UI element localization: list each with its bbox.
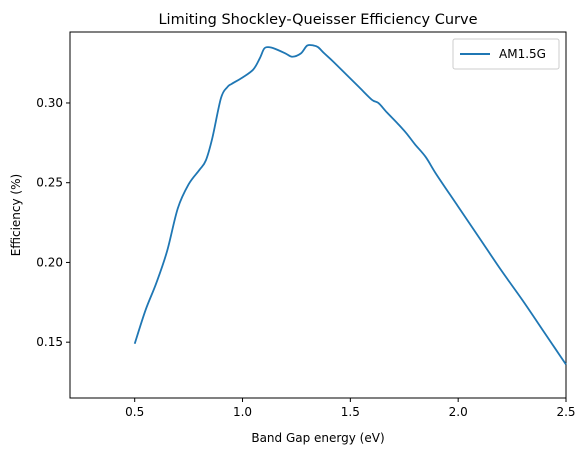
x-axis: 0.5 1.0 1.5 2.0 2.5 (125, 398, 576, 419)
x-tick-label: 1.0 (233, 405, 252, 419)
y-tick-label: 0.25 (36, 176, 63, 190)
legend: AM1.5G (452, 38, 560, 70)
chart-title: Limiting Shockley-Queisser Efficiency Cu… (158, 12, 477, 28)
y-tick-label: 0.15 (36, 335, 63, 349)
y-axis: 0.15 0.20 0.25 0.30 (36, 96, 70, 349)
y-axis-label: Efficiency (%) (9, 174, 23, 256)
x-tick-label: 2.0 (449, 405, 468, 419)
x-axis-label: Band Gap energy (eV) (251, 431, 384, 445)
series-line-0 (133, 44, 567, 366)
series-layer (133, 44, 567, 366)
legend-box (452, 38, 560, 70)
plot-area (69, 31, 567, 399)
x-tick-label: 2.5 (556, 405, 575, 419)
x-tick-label: 0.5 (125, 405, 144, 419)
x-tick-label: 1.5 (341, 405, 360, 419)
y-tick-label: 0.30 (36, 96, 63, 110)
legend-label-am15g: AM1.5G (499, 47, 546, 61)
plot-frame (69, 31, 567, 399)
y-tick-label: 0.20 (36, 255, 63, 269)
